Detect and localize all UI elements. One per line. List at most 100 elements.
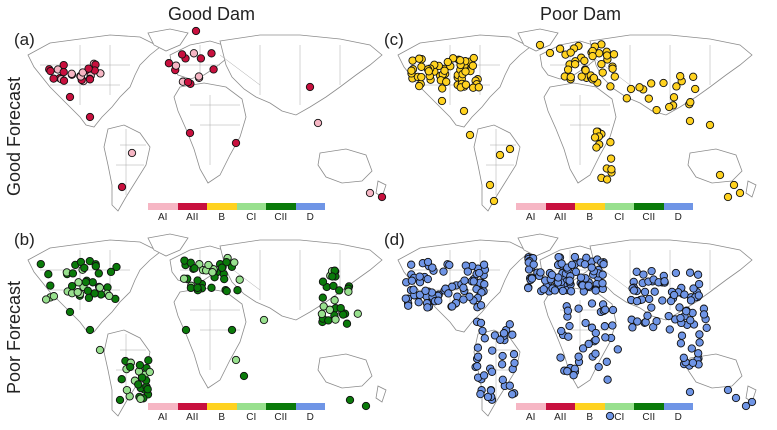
legend-swatch — [177, 403, 207, 410]
continent-australia — [687, 148, 743, 184]
class-legend-bar — [148, 403, 325, 410]
station-marker — [505, 381, 514, 390]
station-marker — [587, 299, 597, 308]
station-marker — [65, 307, 75, 317]
station-marker — [557, 326, 566, 336]
legend-swatch — [663, 203, 693, 210]
station-marker — [84, 293, 94, 303]
station-marker — [85, 325, 95, 335]
station-marker — [665, 102, 674, 112]
legend-label: AII — [554, 412, 567, 423]
station-marker — [233, 286, 242, 295]
station-marker — [685, 116, 695, 126]
station-marker — [590, 133, 600, 142]
station-marker — [415, 272, 424, 281]
station-marker — [676, 72, 685, 81]
station-marker — [183, 77, 193, 87]
station-marker — [189, 49, 199, 58]
station-marker — [414, 298, 423, 307]
station-marker — [222, 286, 231, 296]
legend-swatch — [236, 203, 266, 210]
station-marker — [508, 390, 517, 399]
station-marker — [476, 389, 485, 399]
station-marker — [652, 105, 661, 115]
station-marker — [694, 279, 704, 289]
station-marker — [613, 345, 622, 354]
legend-label: AI — [158, 412, 168, 423]
station-marker — [424, 67, 433, 76]
continent-greenland — [517, 233, 559, 257]
station-marker — [68, 269, 78, 278]
station-marker — [115, 395, 125, 405]
station-marker — [723, 385, 733, 395]
station-marker — [443, 57, 452, 67]
station-marker — [580, 260, 590, 269]
station-marker — [329, 281, 338, 291]
station-marker — [459, 295, 468, 304]
station-marker — [486, 386, 496, 395]
station-marker — [423, 257, 433, 267]
station-marker — [417, 72, 426, 82]
station-marker — [440, 66, 449, 75]
legend-label: AII — [186, 412, 199, 423]
station-marker — [647, 79, 656, 88]
station-marker — [689, 284, 698, 293]
station-marker — [689, 72, 698, 81]
station-marker — [59, 76, 69, 85]
station-marker — [509, 350, 519, 359]
station-marker — [591, 349, 600, 358]
continent-greenland — [147, 233, 189, 257]
station-marker — [259, 315, 269, 325]
station-marker — [365, 188, 375, 198]
station-marker — [505, 144, 515, 154]
station-marker — [606, 138, 615, 147]
station-marker — [217, 263, 227, 272]
country-border — [219, 54, 261, 86]
station-marker — [601, 305, 610, 314]
legend-label: B — [218, 412, 226, 423]
legend-label: D — [674, 412, 682, 423]
legend-swatch — [295, 203, 325, 210]
station-marker — [567, 260, 577, 269]
station-marker — [608, 305, 618, 315]
station-marker — [469, 53, 478, 63]
station-marker — [584, 281, 593, 290]
station-marker — [117, 375, 126, 384]
station-marker — [459, 106, 469, 116]
station-marker — [474, 83, 483, 92]
station-marker — [603, 375, 612, 384]
legend-label: CI — [246, 212, 257, 223]
station-marker — [469, 277, 478, 286]
station-marker — [592, 143, 601, 152]
station-marker — [344, 287, 353, 296]
station-marker — [78, 68, 87, 77]
station-marker — [331, 315, 340, 324]
legend-label: AII — [554, 212, 567, 223]
station-marker — [687, 344, 696, 353]
station-marker — [639, 270, 648, 279]
continent-australia — [317, 353, 373, 389]
world-map-d — [397, 233, 757, 420]
station-marker — [95, 345, 105, 355]
legend-swatch — [575, 203, 605, 210]
station-marker — [598, 68, 607, 77]
legend-label: CII — [642, 212, 656, 223]
station-marker — [461, 80, 471, 89]
station-marker — [423, 274, 432, 284]
legend-label: CI — [614, 412, 625, 423]
station-marker — [81, 277, 90, 287]
legend-label: B — [586, 212, 594, 223]
station-marker — [694, 291, 703, 300]
station-marker — [318, 293, 327, 302]
station-marker — [495, 150, 505, 160]
station-marker — [208, 268, 217, 277]
station-marker — [345, 395, 355, 405]
class-legend-labels: AI AII B CI CII D — [148, 412, 325, 423]
station-marker — [695, 330, 704, 339]
station-marker — [570, 60, 580, 69]
station-marker — [498, 351, 507, 361]
station-marker — [73, 288, 82, 297]
station-marker — [622, 94, 631, 103]
station-marker — [434, 296, 443, 305]
station-marker — [46, 281, 55, 290]
